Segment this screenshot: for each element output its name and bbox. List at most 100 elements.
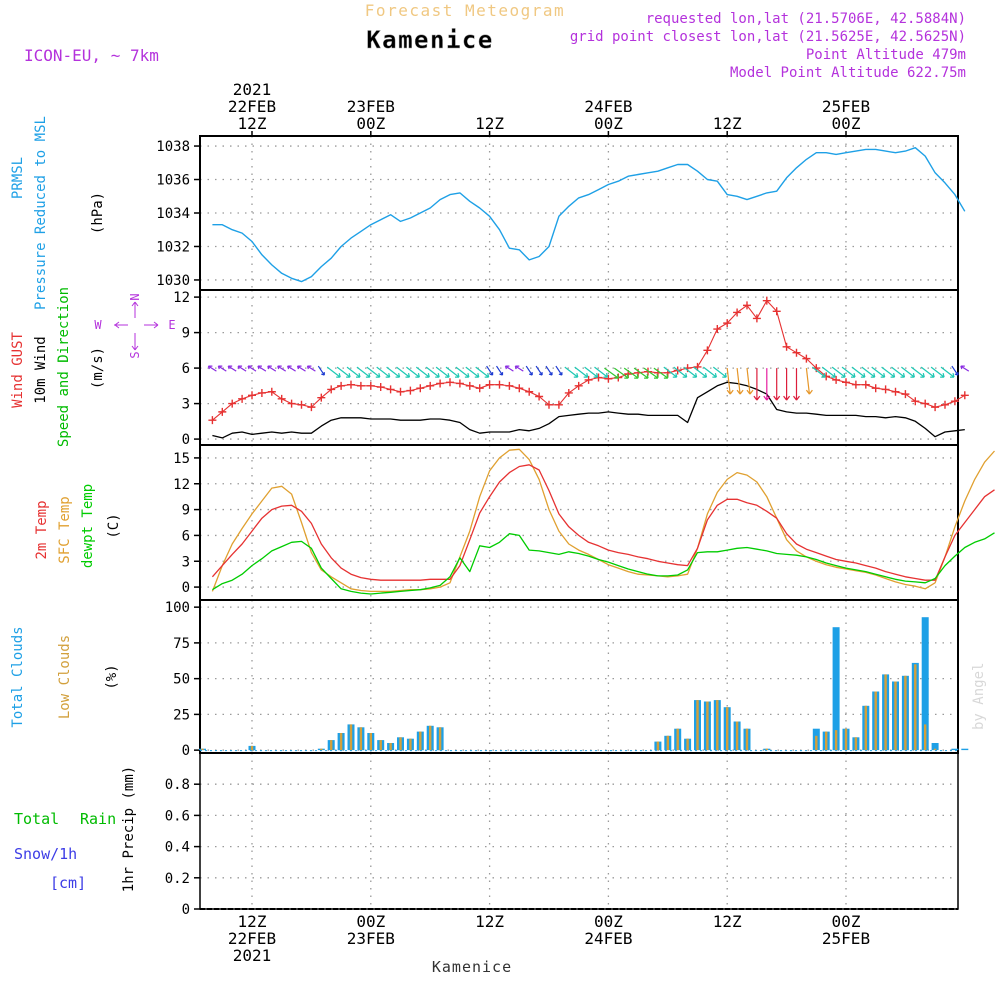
wind-arrow <box>237 365 247 372</box>
top-time-label: 12Z <box>475 114 504 133</box>
low-cloud-bar <box>844 728 848 751</box>
wind-arrow <box>317 365 325 376</box>
precip-label-axis: 1hr Precip (mm) <box>121 766 137 892</box>
top-time-label: 2021 <box>233 80 272 99</box>
low-cloud-bar <box>696 700 699 751</box>
wind-label-10m: 10m Wind <box>33 336 49 403</box>
precip-label-rain: Rain <box>80 810 116 828</box>
precip-tick-label: 0.2 <box>165 871 190 887</box>
low-cloud-bar <box>339 733 343 751</box>
total-cloud-bar <box>961 748 969 751</box>
gust-marker <box>376 383 385 392</box>
wind-arrow <box>901 366 915 378</box>
bottom-time-label: 00Z <box>356 912 385 931</box>
temp-tick-label: 6 <box>182 528 190 544</box>
wind-arrow <box>920 366 935 378</box>
wind-arrow <box>277 365 287 372</box>
gust-marker <box>772 307 781 316</box>
gust-marker <box>842 378 850 387</box>
gust-marker <box>267 387 276 396</box>
low-cloud-bar <box>320 748 323 751</box>
low-cloud-bar <box>864 705 867 751</box>
gust-marker <box>960 391 969 400</box>
gust-marker <box>931 403 940 412</box>
wind-arrow <box>455 366 470 378</box>
total-cloud-bar <box>931 743 939 751</box>
gust-marker <box>782 342 791 351</box>
gust-marker <box>317 393 326 402</box>
wind-arrow <box>726 368 734 395</box>
wind-arrow <box>425 366 440 378</box>
wind-arrow <box>396 366 411 378</box>
gust-marker <box>307 403 316 412</box>
wind-arrow <box>763 368 771 401</box>
wind-arrow <box>465 366 480 378</box>
gust-marker <box>287 399 296 408</box>
precip-label-cm: [cm] <box>50 874 86 892</box>
low-cloud-bar <box>834 730 838 751</box>
temp-2m-line <box>211 464 995 581</box>
bottom-time-label: 00Z <box>832 912 861 931</box>
bottom-time-label: 23FEB <box>347 929 395 948</box>
wind-arrow <box>653 367 669 379</box>
wind-direction-arrows <box>207 365 970 401</box>
wind-arrow <box>930 366 945 378</box>
watermark: by Angel <box>971 663 987 730</box>
temp-label-dewpt: dewpt Temp <box>80 484 96 568</box>
wind-arrow <box>881 366 896 378</box>
temp-tick-label: 3 <box>182 554 190 570</box>
wind-arrow <box>821 366 836 378</box>
low-cloud-bar <box>409 738 412 751</box>
gust-marker <box>703 346 712 355</box>
gust-marker <box>871 384 880 393</box>
wind-arrow <box>415 366 430 378</box>
wind-arrow <box>287 365 296 372</box>
low-cloud-bar <box>854 737 858 751</box>
chart-title: Kamenice <box>366 26 494 54</box>
top-time-label: 00Z <box>594 114 623 133</box>
wind-tick-label: 12 <box>173 290 190 306</box>
gust-marker <box>297 400 306 409</box>
pressure-tick-label: 1030 <box>156 273 190 289</box>
wind-arrow <box>633 367 649 379</box>
gust-marker <box>257 388 266 397</box>
wind-arrow <box>861 366 876 378</box>
wind-arrow <box>406 366 420 378</box>
gust-marker <box>347 380 355 389</box>
wind-arrow <box>435 366 450 378</box>
wind-arrow <box>613 367 629 379</box>
precip-tick-label: 0.4 <box>165 840 190 856</box>
precip-label-snow: Snow/1h <box>14 845 77 863</box>
wind-arrow <box>267 365 277 372</box>
low-cloud-bar <box>815 735 818 751</box>
gust-marker <box>475 384 484 393</box>
low-cloud-bar <box>379 740 382 751</box>
temp-tick-label: 12 <box>173 477 190 493</box>
gust-marker <box>327 385 336 394</box>
wind-arrow <box>555 365 563 376</box>
pressure-tick-label: 1034 <box>156 206 190 222</box>
gust-marker <box>406 386 415 395</box>
bottom-time-label: 12Z <box>713 912 742 931</box>
gust-marker <box>218 407 227 416</box>
bottom-time-label: 24FEB <box>584 929 632 948</box>
wind-arrow <box>793 368 800 401</box>
gust-marker <box>901 390 910 399</box>
wind-arrow <box>496 365 504 376</box>
low-cloud-bar <box>825 731 828 751</box>
gust-marker <box>337 381 346 390</box>
wind-arrow <box>514 365 524 372</box>
wind-label-speed-dir: Speed and Direction <box>56 287 72 447</box>
clouds-label-unit: (%) <box>104 664 120 689</box>
gust-marker <box>941 400 949 409</box>
compass-rose: W E N S <box>94 293 175 358</box>
top-time-label: 12Z <box>713 114 742 133</box>
gust-marker <box>911 397 920 406</box>
low-cloud-bar <box>389 743 392 751</box>
total-cloud-bar <box>921 617 929 751</box>
low-cloud-bar <box>765 748 768 751</box>
wind-arrow <box>773 368 781 401</box>
